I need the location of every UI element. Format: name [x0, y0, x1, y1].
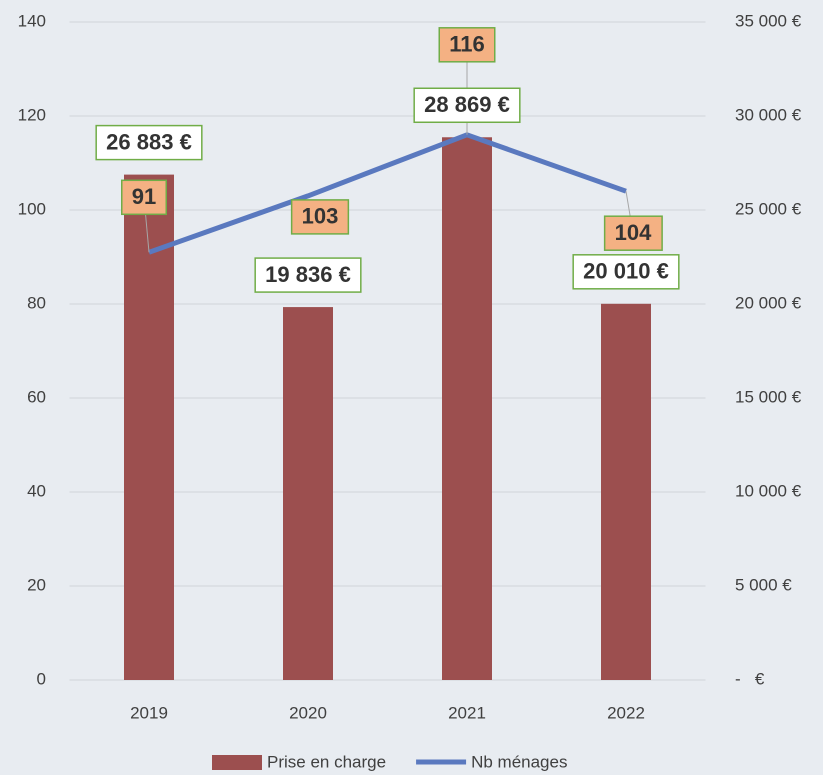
y-tick-label: 120 — [18, 105, 46, 124]
data-label-box — [254, 257, 362, 293]
data-label-box — [290, 199, 350, 235]
data-label: 116 — [449, 32, 485, 57]
data-label: 26 883 € — [106, 129, 192, 154]
x-tick-label: 2022 — [607, 703, 645, 722]
y2-tick-label: 15 000 € — [735, 387, 802, 406]
y-tick-label: 40 — [27, 481, 46, 500]
y2-tick-label: 5 000 € — [735, 575, 792, 594]
data-label-box — [572, 254, 680, 290]
y2-tick-label: 10 000 € — [735, 481, 802, 500]
x-tick-label: 2021 — [448, 703, 486, 722]
y2-tick-label: 25 000 € — [735, 199, 802, 218]
line — [148, 132, 627, 255]
bar — [124, 174, 174, 680]
y-tick-label: 0 — [37, 669, 46, 688]
data-label: 19 836 € — [265, 262, 351, 287]
y-tick-label: 100 — [18, 199, 46, 218]
y-tick-label: 20 — [27, 575, 46, 594]
data-label: 104 — [615, 220, 652, 245]
data-label-box — [603, 215, 663, 251]
data-label-box — [438, 27, 496, 63]
y2-tick-label: - € — [735, 669, 765, 688]
legend-label: Nb ménages — [471, 752, 567, 771]
data-label-box — [121, 179, 167, 216]
x-tick-label: 2019 — [130, 703, 168, 722]
bar — [442, 137, 492, 680]
legend-label: Prise en charge — [267, 752, 386, 771]
data-label: 91 — [132, 184, 156, 209]
y-tick-label: 80 — [27, 293, 46, 312]
data-label: 103 — [302, 204, 339, 229]
y2-tick-label: 30 000 € — [735, 105, 802, 124]
data-label-box — [95, 124, 203, 161]
data-label: 20 010 € — [583, 259, 669, 284]
x-tick-label: 2020 — [289, 703, 327, 722]
data-label-box — [413, 87, 521, 124]
legend-swatch — [212, 755, 262, 770]
y2-tick-label: 35 000 € — [735, 11, 802, 30]
bar — [283, 307, 333, 680]
data-label: 28 869 € — [424, 92, 510, 117]
y-tick-label: 60 — [27, 387, 46, 406]
bar — [601, 303, 651, 680]
y2-tick-label: 20 000 € — [735, 293, 802, 312]
y-tick-label: 140 — [18, 11, 46, 30]
